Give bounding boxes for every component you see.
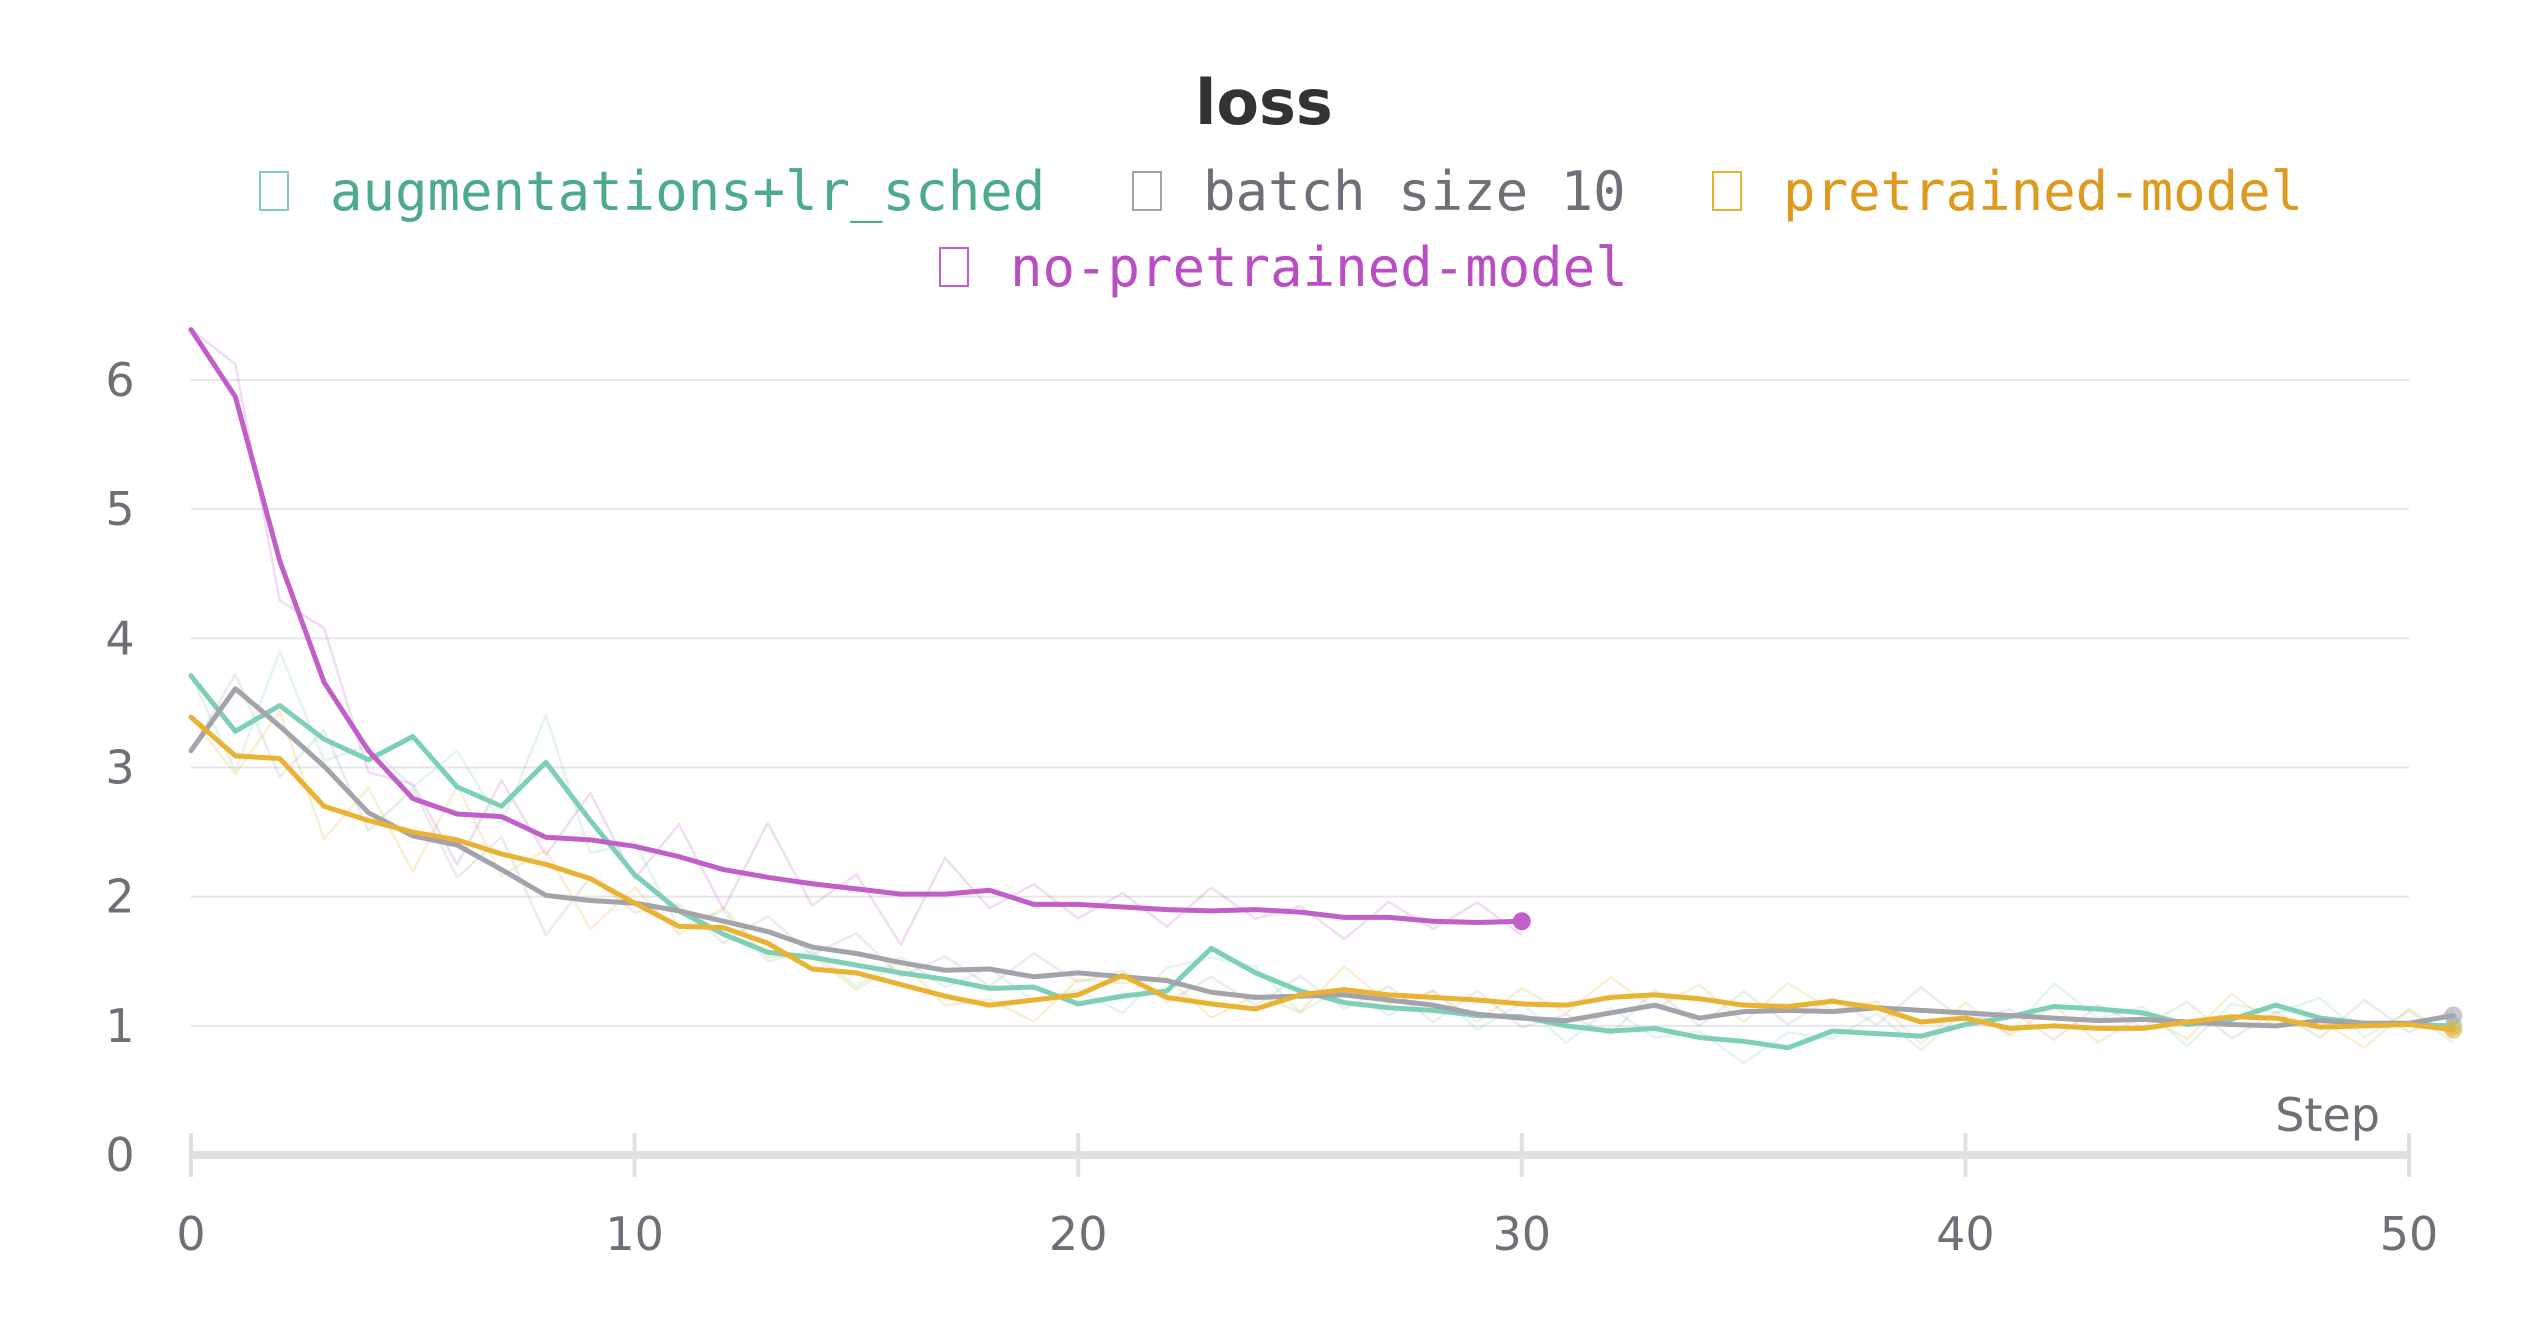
legend-item-batch-size-10[interactable]: batch size 10: [1132, 160, 1626, 223]
x-tick-label: 10: [605, 1207, 664, 1261]
y-tick-label: 4: [105, 611, 134, 665]
y-tick-label: 5: [105, 482, 134, 536]
x-tick-label: 30: [1493, 1207, 1552, 1261]
series-raw-line: [190, 328, 1523, 946]
series-raw-line: [190, 710, 2455, 1049]
x-tick-label: 40: [1936, 1207, 1995, 1261]
chart-title: loss: [1195, 66, 1333, 139]
series-end-point: [2444, 1020, 2463, 1039]
series-line: [188, 327, 1525, 925]
legend-label: batch size 10: [1203, 160, 1626, 223]
y-tick-label: 0: [105, 1128, 134, 1182]
series-line: [188, 686, 2456, 1029]
legend-swatch: [1712, 171, 1742, 211]
x-tick-label: 20: [1049, 1207, 1108, 1261]
legend-item-no-pretrained-model[interactable]: no-pretrained-model: [939, 236, 1628, 299]
legend-swatch: [939, 247, 969, 287]
x-tick-label: 50: [2380, 1207, 2439, 1261]
y-tick-label: 6: [105, 353, 134, 407]
legend: augmentations+lr_sched batch size 10 pre…: [259, 160, 2303, 299]
series-raw-line: [189, 672, 2454, 1042]
legend-item-pretrained-model[interactable]: pretrained-model: [1712, 160, 2303, 223]
legend-item-augmentations-lr-sched[interactable]: augmentations+lr_sched: [259, 160, 1045, 223]
x-axis-label: Step: [2275, 1088, 2380, 1142]
x-tick-label: 0: [176, 1207, 205, 1261]
series-raw-line: [189, 650, 2455, 1065]
plot-area: 0 1 2 3 4 5 6 0 10 20 30 40 50: [105, 327, 2463, 1261]
y-tick-label: 3: [105, 741, 134, 795]
series-end-point: [2444, 1006, 2463, 1025]
series-end-point: [1512, 912, 1531, 931]
y-tick-label: 2: [105, 870, 134, 924]
legend-label: augmentations+lr_sched: [330, 160, 1045, 223]
legend-swatch: [259, 171, 289, 211]
y-tick-label: 1: [105, 999, 134, 1053]
series-line: [188, 714, 2456, 1033]
legend-label: no-pretrained-model: [1010, 236, 1628, 299]
legend-swatch: [1132, 171, 1162, 211]
legend-label: pretrained-model: [1783, 160, 2303, 223]
